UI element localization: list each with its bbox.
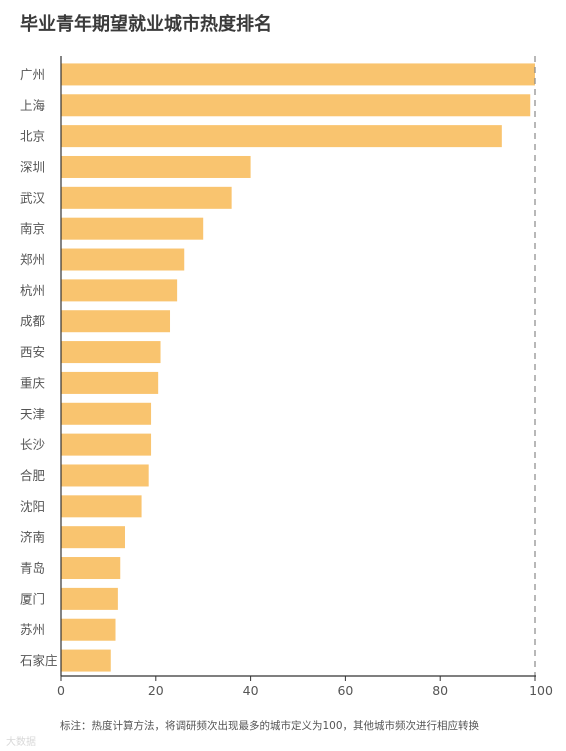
bar-南京 (61, 217, 204, 240)
x-tick-label-100: 100 (529, 683, 553, 698)
chart-title: 毕业青年期望就业城市热度排名 (20, 14, 272, 35)
x-tick-label-80: 80 (432, 683, 448, 698)
bar-重庆 (61, 371, 159, 394)
category-label-成都: 成都 (20, 314, 46, 329)
bar-苏州 (61, 618, 116, 641)
x-tick-label-20: 20 (148, 683, 164, 698)
category-label-广州: 广州 (20, 67, 45, 82)
bar-成都 (61, 310, 171, 333)
bars-group (61, 63, 535, 672)
bar-石家庄 (61, 649, 111, 672)
x-tick-label-0: 0 (57, 683, 65, 698)
x-tick-label-40: 40 (243, 683, 259, 698)
bar-北京 (61, 125, 502, 148)
category-label-济南: 济南 (20, 530, 45, 545)
category-label-沈阳: 沈阳 (20, 499, 45, 514)
category-label-苏州: 苏州 (20, 622, 45, 637)
bar-厦门 (61, 587, 118, 610)
category-label-北京: 北京 (20, 129, 45, 144)
category-label-深圳: 深圳 (20, 159, 45, 174)
category-label-南京: 南京 (20, 221, 45, 236)
bar-上海 (61, 94, 531, 117)
category-label-厦门: 厦门 (20, 591, 45, 606)
bar-广州 (61, 63, 535, 86)
category-label-合肥: 合肥 (20, 468, 46, 483)
category-label-上海: 上海 (20, 98, 46, 113)
bar-杭州 (61, 279, 178, 302)
x-tick-label-60: 60 (337, 683, 353, 698)
bar-济南 (61, 526, 125, 549)
category-label-石家庄: 石家庄 (20, 653, 58, 668)
category-label-杭州: 杭州 (20, 283, 45, 298)
bar-深圳 (61, 155, 251, 178)
category-label-天津: 天津 (20, 406, 45, 421)
category-label-郑州: 郑州 (20, 252, 45, 267)
footnote: 标注：热度计算方法，将调研频次出现最多的城市定义为100，其他城市频次进行相应转… (60, 720, 480, 732)
bar-长沙 (61, 433, 152, 456)
category-label-重庆: 重庆 (20, 375, 46, 390)
bar-青岛 (61, 557, 121, 580)
bar-合肥 (61, 464, 149, 487)
category-labels: 广州上海北京深圳武汉南京郑州杭州成都西安重庆天津长沙合肥沈阳济南青岛厦门苏州石家… (20, 67, 58, 668)
bar-沈阳 (61, 495, 142, 518)
bar-武汉 (61, 186, 232, 209)
bar-郑州 (61, 248, 185, 271)
x-axis-ticks: 0 20 40 60 80 100 (57, 676, 553, 698)
category-label-武汉: 武汉 (20, 190, 46, 205)
bar-天津 (61, 402, 152, 425)
category-label-青岛: 青岛 (20, 561, 45, 576)
bar-西安 (61, 341, 161, 364)
watermark: 大数据 (6, 737, 36, 748)
category-label-西安: 西安 (20, 345, 45, 360)
category-label-长沙: 长沙 (20, 437, 46, 452)
